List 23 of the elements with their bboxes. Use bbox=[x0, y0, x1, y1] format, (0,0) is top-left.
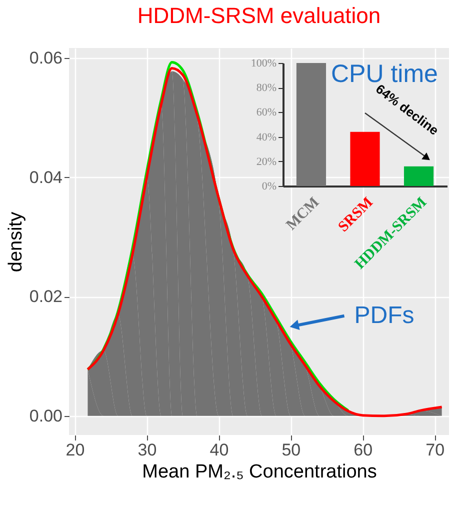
bar bbox=[404, 166, 434, 186]
bar bbox=[296, 63, 326, 186]
chart-title: HDDM-SRSM evaluation bbox=[137, 3, 381, 28]
y-tick-label: 0.02 bbox=[29, 287, 62, 306]
y-tick-label: 0.06 bbox=[29, 48, 62, 68]
x-tick-label: 20 bbox=[66, 440, 85, 460]
y-tick-label: 80% bbox=[256, 82, 276, 94]
annotation: PDFs bbox=[354, 302, 414, 329]
y-tick-label: 100% bbox=[250, 58, 276, 70]
y-tick-label: 40% bbox=[256, 131, 276, 144]
y-tick-label: 0.04 bbox=[29, 168, 62, 187]
x-tick-label: 50 bbox=[282, 440, 301, 460]
y-axis-title: density bbox=[5, 211, 26, 272]
x-tick-label: 70 bbox=[426, 440, 445, 460]
y-tick-label: 60% bbox=[256, 106, 276, 119]
y-tick-label: 0% bbox=[262, 180, 276, 192]
x-tick-label: 60 bbox=[354, 440, 373, 460]
bar bbox=[350, 132, 380, 186]
x-tick-label: 40 bbox=[210, 440, 229, 460]
x-axis-title: Mean PM₂.₅ Concentrations bbox=[142, 462, 377, 482]
y-tick-label: 20% bbox=[256, 156, 276, 168]
y-tick-label: 0.00 bbox=[29, 406, 62, 426]
x-tick-label: 30 bbox=[138, 440, 157, 460]
